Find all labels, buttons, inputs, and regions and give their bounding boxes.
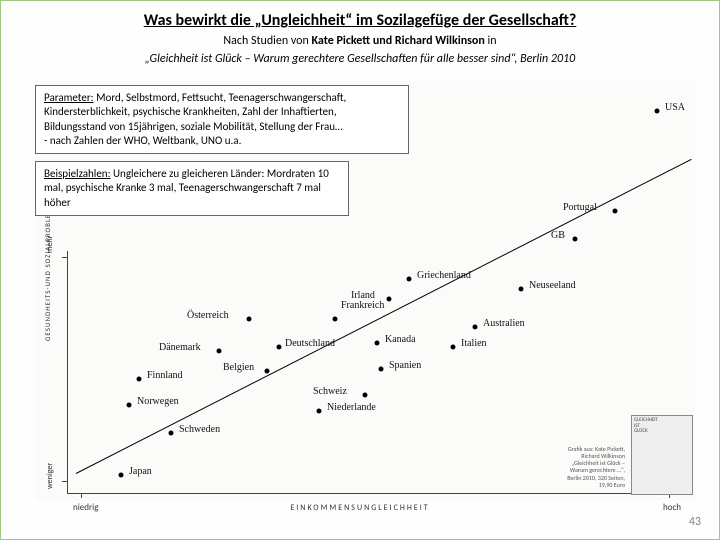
data-point — [451, 345, 456, 350]
data-point-label: Kanada — [385, 334, 416, 345]
subtitle-line-1: Nach Studien von Kate Pickett und Richar… — [1, 34, 719, 48]
x-axis-high: hoch — [663, 502, 681, 513]
x-tick-low — [81, 493, 82, 498]
data-point-label: Irland — [351, 290, 375, 301]
x-axis-label: EINKOMMENSUNGLEICHHEIT — [290, 503, 429, 513]
data-point-label: Schweden — [179, 424, 220, 435]
data-point — [387, 297, 392, 302]
parameter-label: Parameter: — [44, 91, 94, 104]
subtitle-line-2: „Gleichheit ist Glück – Warum gerechtere… — [1, 52, 719, 66]
data-point — [379, 367, 384, 372]
data-point — [317, 409, 322, 414]
subtitle-authors: Kate Pickett und Richard Wilkinson — [312, 34, 485, 48]
data-point-label: Italien — [461, 338, 487, 349]
data-point — [127, 403, 132, 408]
y-tick-low — [62, 481, 67, 482]
subtitle-prefix: Nach Studien von — [223, 34, 311, 48]
data-point-label: Belgien — [223, 362, 254, 373]
data-point — [473, 325, 478, 330]
data-point — [247, 317, 252, 322]
data-point — [573, 237, 578, 242]
data-point-label: Österreich — [187, 310, 229, 321]
parameter-tail: - nach Zahlen der WHO, Weltbank, UNO u.a… — [44, 134, 241, 147]
data-point-label: GB — [551, 230, 565, 241]
data-point — [169, 431, 174, 436]
parameter-box: Parameter: Mord, Selbstmord, Fettsucht, … — [35, 85, 409, 154]
y-axis-high: mehr — [45, 236, 55, 253]
data-point — [363, 393, 368, 398]
data-point — [333, 317, 338, 322]
y-tick-high — [62, 257, 67, 258]
data-point-label: Dänemark — [159, 342, 201, 353]
data-point — [375, 341, 380, 346]
beispiel-label: Beispielzahlen: — [44, 167, 111, 180]
data-point — [655, 109, 660, 114]
book-cover-icon: GLEICHHEITISTGLÜCK — [631, 415, 693, 495]
data-point — [407, 277, 412, 282]
data-point-label: Schweiz — [313, 386, 347, 397]
data-point-label: Griechenland — [417, 270, 471, 281]
data-point — [519, 287, 524, 292]
data-point — [613, 209, 618, 214]
data-point-label: Japan — [129, 466, 152, 477]
x-axis — [67, 493, 681, 494]
data-point-label: Spanien — [389, 360, 421, 371]
data-point-label: USA — [665, 102, 685, 113]
page-number: 43 — [689, 515, 701, 529]
subtitle-suffix: in — [485, 34, 497, 48]
data-point-label: Neuseeland — [529, 280, 576, 291]
data-point-label: Australien — [483, 318, 525, 329]
beispiel-box: Beispielzahlen: Ungleichere zu gleichere… — [35, 161, 349, 216]
y-axis — [67, 251, 68, 493]
x-axis-low: niedrig — [73, 502, 98, 513]
data-point-label: Finnland — [147, 370, 183, 381]
y-axis-label: GESUNDHEITS-UND SOZIALPROBLEME — [43, 202, 52, 341]
data-point-label: Deutschland — [285, 338, 335, 349]
data-point-label: Frankreich — [341, 300, 384, 311]
book-caption: Grafik aus: Kate Pickett, Richard Wilkin… — [555, 446, 625, 489]
page-title: Was bewirkt die „Ungleichheit“ im Sozila… — [1, 1, 719, 30]
data-point — [277, 345, 282, 350]
data-point-label: Norwegen — [137, 396, 179, 407]
data-point — [137, 377, 142, 382]
data-point-label: Portugal — [563, 202, 597, 213]
data-point — [265, 369, 270, 374]
data-point — [119, 473, 124, 478]
data-point-label: Niederlande — [327, 402, 376, 413]
y-axis-low: weniger — [45, 463, 55, 489]
data-point — [217, 349, 222, 354]
